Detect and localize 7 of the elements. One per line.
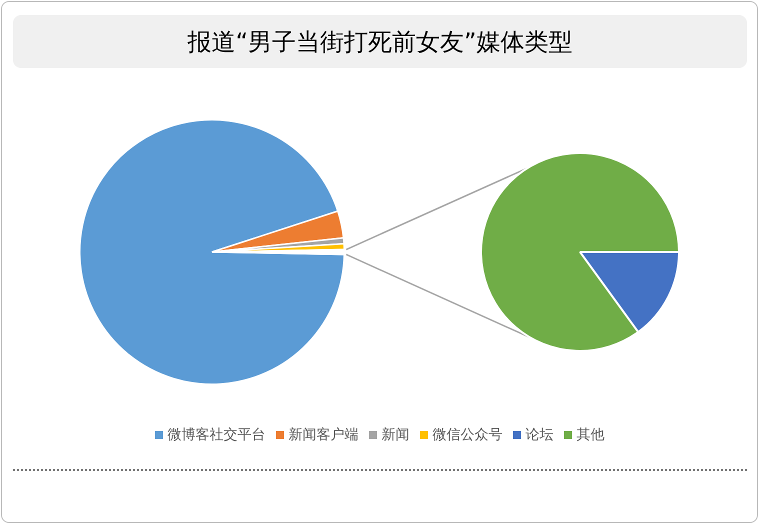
legend-label: 微信公众号 <box>432 426 502 444</box>
legend-label: 论坛 <box>526 426 554 444</box>
legend-label: 其他 <box>576 426 604 444</box>
legend-label: 新闻客户端 <box>288 426 358 444</box>
legend-label: 微博客社交平台 <box>168 426 266 444</box>
legend-label: 新闻 <box>382 426 410 444</box>
chart-title: 报道“男子当街打死前女友”媒体类型 <box>13 15 747 68</box>
